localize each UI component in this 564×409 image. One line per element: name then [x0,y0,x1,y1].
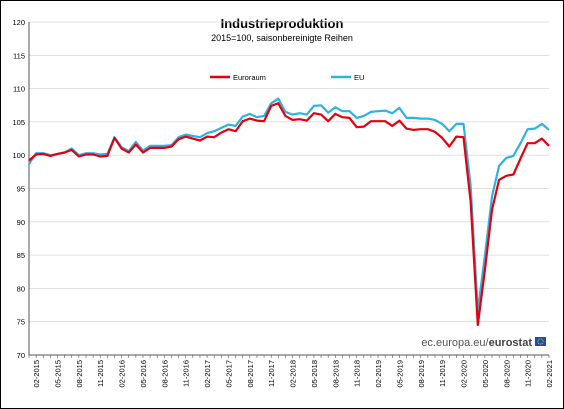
legend: Euroraum EU [210,73,364,82]
legend-label-euroraum: Euroraum [233,73,266,82]
x-tick-label: 08-2020 [502,360,511,388]
y-tick-label: 100 [12,151,25,160]
x-tick-label: 02-2016 [118,360,127,388]
brand-site: ec.europa.eu/ [421,337,489,349]
y-tick-label: 90 [17,218,25,227]
x-tick-label: 08-2019 [417,360,426,388]
x-tick-label: 05-2016 [139,360,148,388]
chart-title: Industrieproduktion [221,16,344,31]
x-tick-label: 02-2018 [289,360,298,388]
chart-subtitle: 2015=100, saisonbereinigte Reihen [211,33,353,43]
x-tick-label: 02-2017 [203,360,212,388]
x-tick-label: 08-2016 [160,360,169,388]
x-tick-label: 05-2017 [224,360,233,388]
y-tick-label: 80 [17,284,25,293]
x-tick-label: 02-2019 [374,360,383,388]
y-tick-label: 110 [13,85,25,94]
x-tick-label: 11-2019 [438,360,447,387]
x-tick-label: 05-2020 [481,360,490,388]
x-tick-label: 08-2018 [331,360,340,388]
brand-name: eurostat [489,337,533,349]
legend-label-eu: EU [354,73,364,82]
x-tick-label: 05-2019 [395,360,404,388]
x-tick-label: 11-2016 [182,360,191,387]
x-tick-label: 08-2015 [75,360,84,388]
y-tick-label: 115 [13,51,25,60]
series-lines [28,97,550,327]
grid-lines [28,21,549,356]
eurostat-brand: ec.europa.eu/eurostat [421,337,546,349]
x-tick-label: 05-2015 [53,360,62,388]
y-tick-label: 85 [17,251,25,260]
x-tick-label: 02-2020 [460,360,469,388]
x-tick-label: 08-2017 [246,360,255,388]
eu-flag-icon [535,337,546,346]
x-tick-label: 11-2018 [353,360,362,387]
x-tick-label: 02-2015 [32,360,41,388]
x-tick-label: 02-2021 [545,360,554,388]
brand-text: ec.europa.eu/eurostat [421,337,532,349]
x-tick-label: 11-2015 [96,360,105,387]
x-tick-label: 11-2017 [267,360,276,387]
y-axis-ticks: 70 75 80 85 90 95 100 105 110 115 120 [12,18,25,360]
y-tick-label: 75 [17,318,25,327]
y-tick-label: 120 [12,18,25,27]
y-tick-label: 105 [12,118,25,127]
x-axis-ticks: 02-2015 05-2015 08-2015 11-2015 02-2016 05-20… [28,355,554,388]
y-tick-label: 95 [17,185,25,194]
x-tick-label: 05-2018 [310,360,319,388]
y-tick-label: 70 [17,351,25,360]
series-line-euroraum [28,102,550,327]
x-tick-label: 11-2020 [524,360,533,387]
eu-flag-stars-icon [537,338,544,345]
